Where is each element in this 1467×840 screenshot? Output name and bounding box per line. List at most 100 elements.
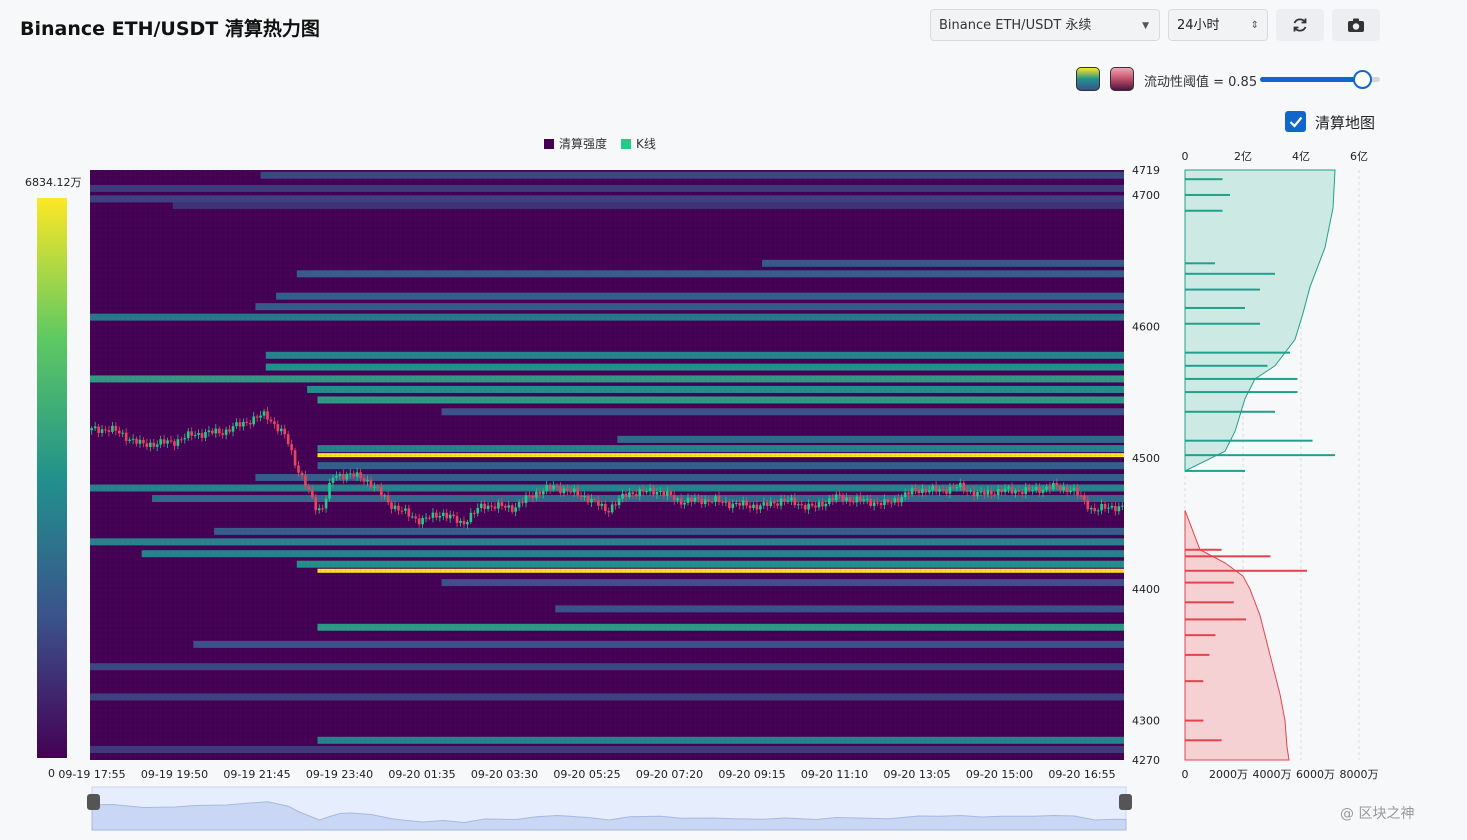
heatmap-grid [90, 170, 1124, 760]
navigator-series [91, 801, 1127, 831]
y-tick-label: 4719 [1132, 164, 1160, 177]
kline-candle [652, 488, 655, 495]
kline-candle [352, 473, 355, 477]
kline-candle [441, 512, 445, 516]
magma-palette-swatch[interactable] [1110, 67, 1134, 91]
kline-candle [597, 500, 600, 506]
short-liquidation-bar [1185, 351, 1290, 354]
viridis-palette-swatch[interactable] [1076, 67, 1100, 91]
kline-candle [807, 503, 810, 510]
threshold-slider-handle[interactable] [1353, 70, 1372, 89]
kline-candle [697, 497, 700, 499]
kline-candle [666, 491, 669, 496]
kline-candle [255, 416, 259, 418]
kline-candle [348, 473, 352, 475]
x-tick-label: 09-20 07:20 [636, 768, 703, 781]
kline-candle [248, 422, 252, 425]
kline-candle [300, 472, 304, 476]
side-bottom-tick: 4000万 [1253, 768, 1292, 781]
kline-candle [200, 433, 204, 438]
kline-candle [321, 508, 324, 510]
kline-candle [386, 495, 390, 503]
kline-candle [686, 497, 690, 503]
x-tick-label: 09-19 23:40 [306, 768, 373, 781]
side-top-tick: 6亿 [1350, 150, 1368, 163]
x-tick-label: 09-20 11:10 [801, 768, 868, 781]
kline-candle [593, 498, 597, 501]
kline-candle [107, 430, 111, 432]
long-liquidation-bar [1185, 634, 1216, 637]
kline-candle [510, 505, 514, 512]
legend-intensity[interactable]: 清算强度 [544, 135, 607, 152]
kline-candle [345, 473, 349, 480]
kline-candle [331, 477, 335, 483]
colorbar-min-label: 0 [48, 767, 55, 780]
kline-candle [852, 501, 855, 503]
y-tick-label: 4600 [1132, 320, 1160, 333]
screenshot-button[interactable] [1332, 9, 1380, 41]
side-top-tick: 4亿 [1292, 150, 1310, 163]
threshold-label: 流动性阈值 = 0.85 [1144, 75, 1258, 90]
kline-candle [490, 505, 493, 507]
kline-candle [986, 490, 990, 495]
navigator-left-handle[interactable] [87, 794, 100, 810]
chevron-down-icon: ▼ [1142, 21, 1149, 31]
long-liquidation-bar [1185, 548, 1222, 551]
kline-candle [669, 491, 673, 496]
kline-candle [186, 431, 190, 439]
kline-candle [214, 428, 218, 434]
kline-candle [290, 444, 293, 451]
kline-candle [748, 505, 752, 508]
kline-candle [211, 430, 214, 434]
kline-candle [486, 505, 490, 509]
short-liquidation-bar [1185, 306, 1245, 309]
refresh-button[interactable] [1276, 9, 1324, 41]
navigator-right-handle[interactable] [1119, 794, 1132, 810]
kline-candle [197, 433, 200, 435]
x-tick-label: 09-20 09:15 [718, 768, 785, 781]
kline-candle [817, 501, 821, 508]
threshold-slider[interactable] [1260, 70, 1380, 89]
legend-kline[interactable]: K线 [621, 135, 656, 152]
period-select[interactable]: 24小时 ⇕ [1168, 9, 1268, 41]
x-tick-label: 09-20 13:05 [883, 768, 950, 781]
kline-candle [521, 502, 524, 504]
kline-candle [655, 492, 659, 495]
kline-candle [903, 492, 907, 498]
kline-candle [1055, 483, 1059, 486]
kline-candle [455, 516, 459, 523]
liquidation-map-checkbox[interactable] [1285, 111, 1306, 132]
kline-candle [311, 489, 314, 498]
kline-candle [714, 496, 717, 502]
kline-candle [104, 429, 107, 431]
short-liquidation-bar [1185, 391, 1298, 394]
kline-candle [500, 502, 504, 506]
kline-candle [149, 442, 152, 447]
kline-candle [890, 502, 893, 504]
kline-candle [390, 502, 393, 510]
threshold-slider-fill [1260, 77, 1362, 82]
kline-candle [173, 441, 176, 446]
kline-candle [921, 488, 924, 494]
x-tick-label: 09-20 05:25 [553, 768, 620, 781]
kline-candle [355, 472, 359, 477]
kline-candle [765, 502, 769, 507]
market-select[interactable]: Binance ETH/USDT 永续 ▼ [930, 9, 1160, 41]
kline-candle [128, 439, 131, 441]
kline-candle [845, 497, 848, 501]
kline-candle [738, 502, 741, 506]
kline-candle [679, 498, 683, 505]
kline-candle [728, 501, 731, 509]
long-liquidation-bar [1185, 581, 1234, 584]
kline-candle [952, 486, 955, 488]
kline-candle [114, 425, 118, 431]
kline-candle [965, 490, 969, 492]
kline-candle [783, 498, 786, 502]
colorbar-max-label: 6834.12万 [25, 176, 82, 189]
kline-candle [228, 429, 231, 432]
kline-candle [724, 501, 728, 503]
kline-candle [328, 482, 331, 499]
kline-candle [414, 516, 418, 519]
kline-candle [1093, 507, 1097, 512]
